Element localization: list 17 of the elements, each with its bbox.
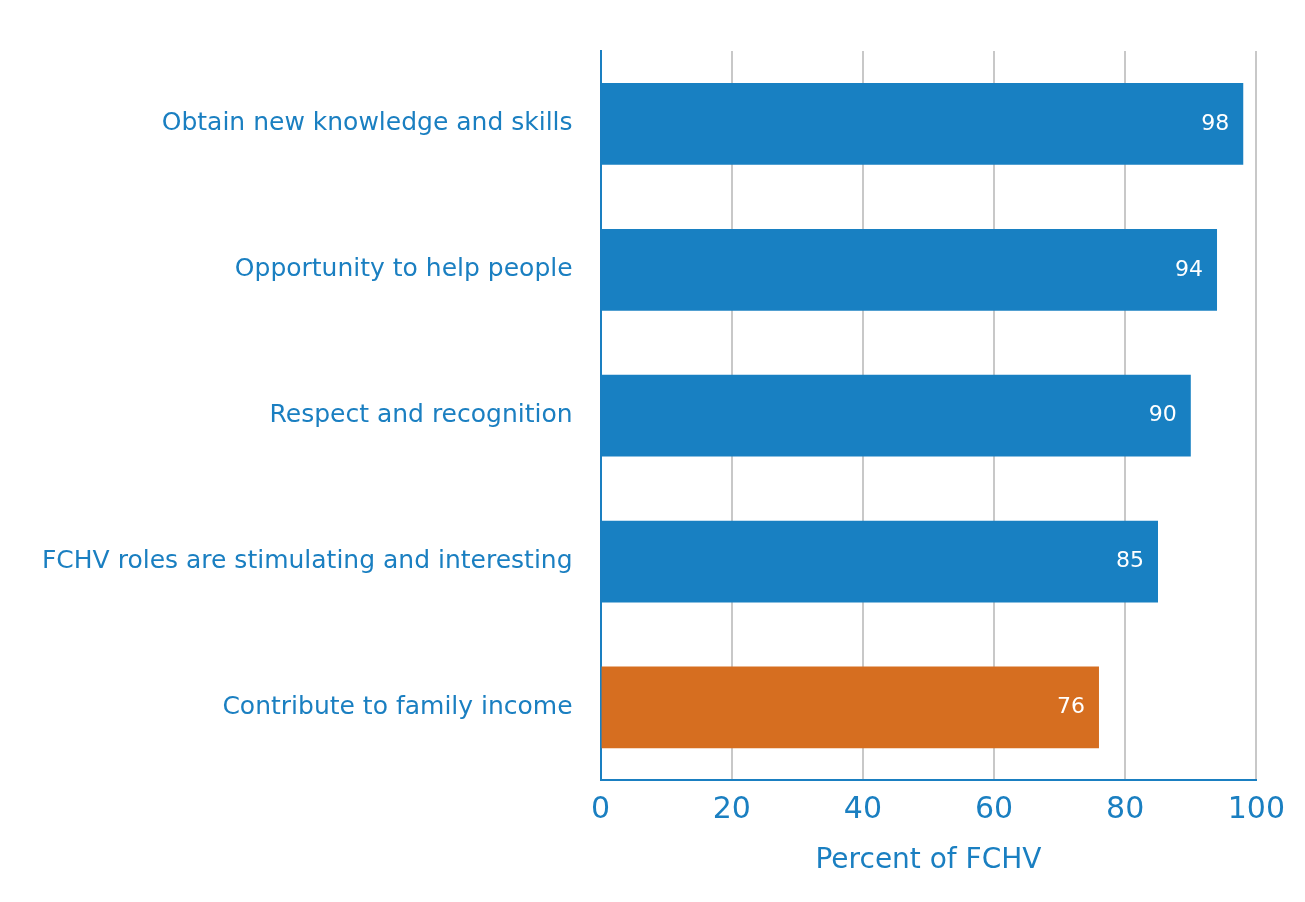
y-tick-label: Contribute to family income [222, 690, 573, 720]
x-tick-label: 20 [712, 790, 751, 826]
x-tick-label: 100 [1227, 790, 1285, 826]
x-tick-label: 40 [843, 790, 882, 826]
data-label: 76 [1056, 693, 1085, 719]
x-axis-title: Percent of FCHV [815, 842, 1042, 876]
y-tick-label: Obtain new knowledge and skills [161, 107, 573, 137]
x-tick-label: 80 [1106, 790, 1145, 826]
data-label: 98 [1201, 109, 1230, 135]
data-label: 90 [1148, 401, 1177, 427]
y-tick-label: Respect and recognition [269, 399, 573, 429]
x-tick-label: 0 [591, 790, 611, 826]
data-label: 85 [1116, 547, 1144, 573]
y-tick-label: FCHV roles are stimulating and interesting [41, 545, 573, 575]
x-tick-label: 60 [974, 790, 1014, 826]
y-tick-label: Opportunity to help people [234, 253, 573, 283]
data-label: 94 [1175, 255, 1204, 281]
